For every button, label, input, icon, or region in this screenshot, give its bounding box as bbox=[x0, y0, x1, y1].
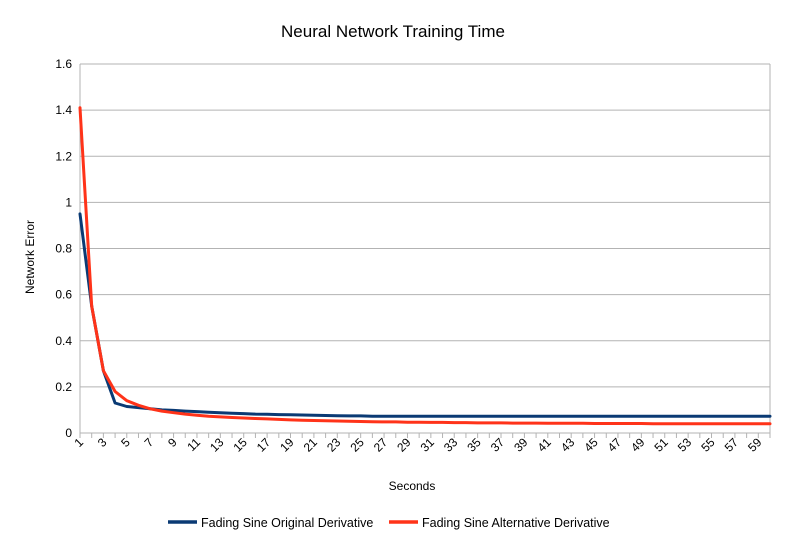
x-tick-label: 21 bbox=[301, 435, 321, 455]
x-tick-label: 37 bbox=[488, 435, 508, 455]
x-tick-label: 19 bbox=[277, 435, 297, 455]
x-tick-label: 31 bbox=[418, 435, 438, 455]
legend: Fading Sine Original Derivative Fading S… bbox=[168, 516, 610, 530]
y-tick-label: 0.6 bbox=[55, 288, 72, 302]
y-tick-label: 0.8 bbox=[55, 242, 72, 256]
series-lines bbox=[78, 106, 772, 426]
x-tick-label: 29 bbox=[394, 435, 414, 455]
series-line-alternative bbox=[78, 106, 772, 426]
x-tick-label: 1 bbox=[71, 435, 86, 450]
x-tick-label: 59 bbox=[745, 435, 765, 455]
x-tick-label: 23 bbox=[324, 435, 344, 455]
y-tick-label: 1.4 bbox=[55, 103, 72, 117]
x-tick-label: 11 bbox=[184, 435, 203, 454]
x-tick-label: 47 bbox=[605, 435, 625, 455]
x-tick-label: 7 bbox=[142, 435, 157, 450]
y-tick-label: 0.2 bbox=[55, 380, 72, 394]
x-tick-label: 39 bbox=[511, 435, 531, 455]
x-axis-label: Seconds bbox=[389, 479, 436, 493]
x-tick-label: 53 bbox=[675, 435, 695, 455]
x-tick-label: 33 bbox=[441, 435, 461, 455]
y-axis-label: Network Error bbox=[23, 220, 37, 294]
x-tick-label: 5 bbox=[118, 435, 133, 450]
y-tick-label: 1.6 bbox=[55, 57, 72, 71]
y-tick-label: 0.4 bbox=[55, 334, 72, 348]
legend-label-original: Fading Sine Original Derivative bbox=[201, 516, 373, 530]
x-tick-label: 15 bbox=[231, 435, 251, 455]
x-tick-label: 41 bbox=[535, 435, 555, 455]
series-line-original bbox=[78, 212, 772, 418]
x-tick-label: 25 bbox=[347, 435, 367, 455]
x-tick-label: 17 bbox=[254, 435, 274, 455]
y-axis-ticks: 0 0.2 0.4 0.6 0.8 1 1.2 1.4 1.6 bbox=[55, 57, 72, 440]
y-tick-label: 0 bbox=[65, 426, 72, 440]
x-tick-label: 49 bbox=[628, 435, 648, 455]
x-tick-label: 9 bbox=[165, 435, 180, 450]
x-tick-label: 13 bbox=[207, 435, 227, 455]
x-tick-label: 43 bbox=[558, 435, 578, 455]
x-tick-label: 45 bbox=[581, 435, 601, 455]
legend-label-alternative: Fading Sine Alternative Derivative bbox=[422, 516, 610, 530]
x-tick-label: 57 bbox=[722, 435, 742, 455]
x-tick-label: 55 bbox=[698, 435, 718, 455]
chart-title: Neural Network Training Time bbox=[281, 22, 505, 41]
y-tick-label: 1 bbox=[65, 195, 72, 209]
gridlines bbox=[79, 63, 771, 438]
x-tick-label: 3 bbox=[95, 435, 110, 450]
x-tick-label: 27 bbox=[371, 435, 391, 455]
x-tick-label: 51 bbox=[652, 435, 672, 455]
y-tick-label: 1.2 bbox=[55, 149, 72, 163]
x-tick-label: 35 bbox=[464, 435, 484, 455]
x-axis-ticks: 1 3 5 7 9 11 13 15 17 19 21 23 25 27 29 31 33 35 37 39 41 43 4… bbox=[71, 435, 764, 455]
